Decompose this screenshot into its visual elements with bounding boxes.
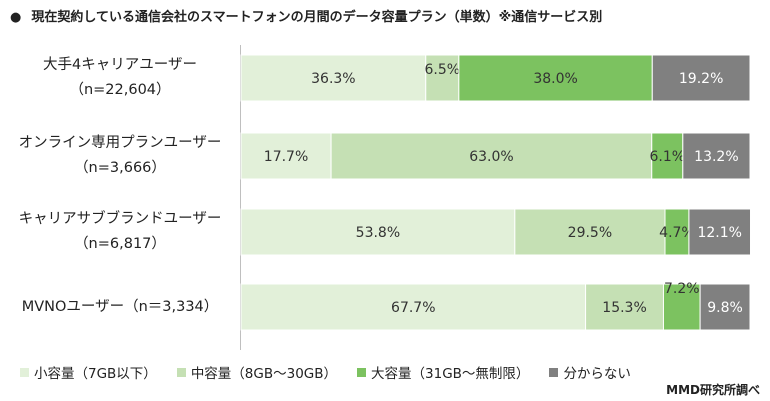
chart-title-text: 現在契約している通信会社のスマートフォンの月間のデータ容量プラン（単数）※通信サ… (31, 10, 603, 25)
data-label: 9.8% (707, 300, 743, 316)
legend-label: 大容量（31GB～無制限） (371, 366, 530, 382)
chart-title: ● 現在契約している通信会社のスマートフォンの月間のデータ容量プラン（単数）※通信… (10, 6, 602, 25)
bar-segment-large (458, 54, 653, 102)
data-label: 17.7% (264, 149, 308, 165)
category-label-line: （n=3,666） (74, 160, 166, 176)
data-label: 53.8% (356, 225, 400, 241)
bar-segment-unknown (682, 132, 751, 180)
bar-segment-large (651, 132, 684, 180)
legend-item-large: 大容量（31GB～無制限） (357, 362, 529, 382)
data-label: 29.5% (568, 225, 612, 241)
data-label: 19.2% (679, 71, 723, 87)
legend-swatch (176, 367, 186, 377)
data-label: 63.0% (469, 149, 513, 165)
data-label: 15.3% (602, 300, 646, 316)
legend-item-small: 小容量（7GB以下） (20, 362, 157, 382)
legend-label: 小容量（7GB以下） (34, 366, 157, 382)
data-label: 67.7% (391, 300, 435, 316)
category-label: 大手4キャリアユーザー （n=22,604） (10, 53, 230, 103)
title-bullet: ● (10, 10, 22, 25)
data-label: 4.7% (659, 225, 695, 241)
legend-label: 中容量（8GB～30GB） (190, 366, 338, 382)
category-axis-line (240, 45, 241, 350)
bar-segment-unknown (688, 208, 752, 256)
category-label-line: キャリアサブブランドユーザー (18, 211, 222, 227)
data-label: 36.3% (311, 71, 355, 87)
bar-segment-small (240, 283, 587, 331)
category-label: オンライン専用プランユーザー （n=3,666） (10, 131, 230, 181)
category-label-line: 大手4キャリアユーザー (43, 57, 197, 73)
source-note: MMD研究所調べ (666, 383, 760, 397)
category-label-line: （n=22,604） (69, 82, 171, 98)
data-label: 6.1% (650, 149, 686, 165)
bar-segment-medium (514, 208, 666, 256)
category-label: キャリアサブブランドユーザー （n=6,817） (10, 207, 230, 257)
category-label: MVNOユーザー（n＝3,334） (10, 295, 230, 320)
bar-segment-small (240, 208, 516, 256)
data-label: 6.5% (425, 62, 461, 78)
legend-label: 分からない (563, 366, 631, 382)
bar-segment-medium (585, 283, 664, 331)
data-label: 13.2% (694, 149, 738, 165)
bar-segment-medium (330, 132, 653, 180)
data-label: 38.0% (533, 71, 577, 87)
bar-segment-unknown (651, 54, 751, 102)
legend-item-medium: 中容量（8GB～30GB） (176, 362, 338, 382)
category-label-line: （n=6,817） (74, 236, 166, 252)
legend-swatch (357, 367, 367, 377)
bar-segment-large (662, 283, 701, 331)
chart-legend: 小容量（7GB以下） 中容量（8GB～30GB） 大容量（31GB～無制限） 分からな… (20, 362, 651, 382)
data-label: 12.1% (697, 225, 741, 241)
data-label: 7.2% (664, 281, 700, 297)
legend-item-unknown: 分からない (549, 362, 631, 382)
category-label-line: オンライン専用プランユーザー (18, 135, 222, 151)
legend-swatch (549, 367, 559, 377)
category-label-line: MVNOユーザー（n＝3,334） (21, 298, 219, 315)
bar-segment-unknown (699, 283, 751, 331)
legend-swatch (20, 367, 29, 377)
